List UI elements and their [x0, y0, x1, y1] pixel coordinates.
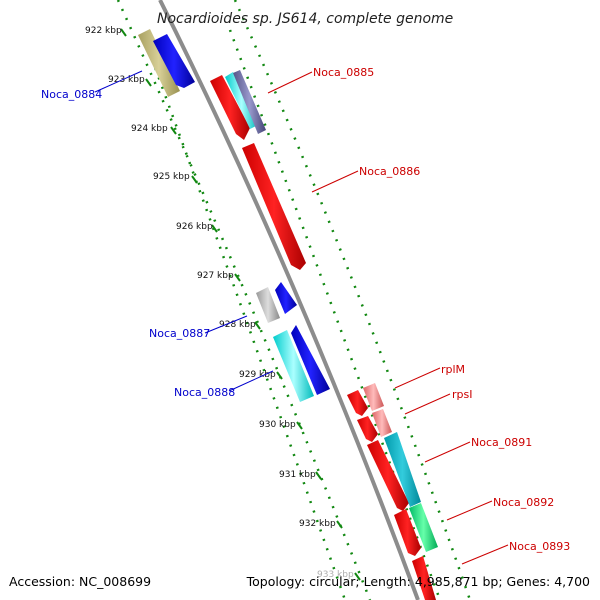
- gene-noca-0884[interactable]: [138, 29, 195, 97]
- gene-label-noca-0891[interactable]: Noca_0891: [471, 436, 532, 449]
- tick-labels: 922 kbp 923 kbp 924 kbp 925 kbp 926 kbp …: [85, 26, 354, 580]
- gene-feature[interactable]: [291, 325, 330, 395]
- tick-label: 929 kbp: [239, 370, 276, 380]
- gene-feature[interactable]: [256, 287, 280, 323]
- gene-noca-0885[interactable]: [210, 70, 266, 140]
- tick-label: 930 kbp: [259, 420, 296, 430]
- gene-label-noca-0888[interactable]: Noca_0888: [174, 386, 235, 399]
- gene-noca-0892[interactable]: [394, 503, 438, 556]
- tick-label: 932 kbp: [299, 519, 336, 529]
- gene-label-noca-0886[interactable]: Noca_0886: [359, 165, 420, 178]
- tick-marks: [120, 28, 361, 581]
- gene-feature[interactable]: [394, 509, 421, 556]
- gene-feature[interactable]: [384, 432, 421, 507]
- gene-feature[interactable]: [138, 29, 180, 97]
- gene-label-rplm[interactable]: rplM: [441, 363, 465, 376]
- tick-label: 926 kbp: [176, 222, 213, 232]
- inner-right-dotted-track: [228, 29, 442, 600]
- gene-label-noca-0892[interactable]: Noca_0892: [493, 496, 554, 509]
- leader-lines: [94, 70, 509, 565]
- gene-noca-0888[interactable]: [273, 325, 330, 402]
- gene-feature[interactable]: [367, 440, 409, 511]
- gene-label-noca-0885[interactable]: Noca_0885: [313, 66, 374, 79]
- accession-text: Accession: NC_008699: [9, 574, 151, 589]
- gene-noca-0891[interactable]: [367, 432, 421, 511]
- tick-label: 927 kbp: [197, 271, 234, 281]
- genome-summary-text: Topology: circular; Length: 4,985,871 bp…: [246, 574, 590, 589]
- gene-feature[interactable]: [357, 416, 378, 442]
- genome-backbone: [158, 0, 420, 600]
- gene-feature[interactable]: [210, 75, 250, 140]
- gene-feature[interactable]: [363, 383, 384, 411]
- gene-noca-0886[interactable]: [242, 143, 306, 270]
- gene-label-noca-0884[interactable]: Noca_0884: [41, 88, 102, 101]
- gene-noca-0893[interactable]: [412, 556, 436, 600]
- tick-label: 924 kbp: [131, 124, 168, 134]
- gene-rplm[interactable]: [347, 383, 384, 416]
- gene-feature[interactable]: [347, 390, 368, 416]
- gene-feature[interactable]: [275, 282, 297, 314]
- gene-feature[interactable]: [409, 503, 438, 552]
- tick-label: 931 kbp: [279, 470, 316, 480]
- tick-label: 923 kbp: [108, 75, 145, 85]
- gene-label-noca-0893[interactable]: Noca_0893: [509, 540, 570, 553]
- gene-feature[interactable]: [225, 72, 258, 129]
- gene-feature[interactable]: [372, 409, 392, 437]
- gene-label-noca-0887[interactable]: Noca_0887: [149, 327, 210, 340]
- gene-feature[interactable]: [273, 330, 314, 402]
- tick-label: 922 kbp: [85, 26, 122, 36]
- gene-feature[interactable]: [242, 143, 306, 270]
- gene-feature[interactable]: [233, 70, 266, 134]
- gene-rpsi[interactable]: [357, 409, 392, 442]
- tick-label: 933 kbp: [317, 570, 354, 580]
- genome-title: Nocardioides sp. JS614, complete genome: [157, 11, 453, 27]
- gene-feature[interactable]: [412, 556, 436, 600]
- gene-label-rpsi[interactable]: rpsI: [452, 388, 472, 401]
- outer-left-dotted-track: [116, 0, 372, 600]
- tick-label: 925 kbp: [153, 172, 190, 182]
- tick-label: 928 kbp: [219, 320, 256, 330]
- gene-feature[interactable]: [153, 34, 195, 88]
- gene-noca-0887[interactable]: [256, 282, 297, 323]
